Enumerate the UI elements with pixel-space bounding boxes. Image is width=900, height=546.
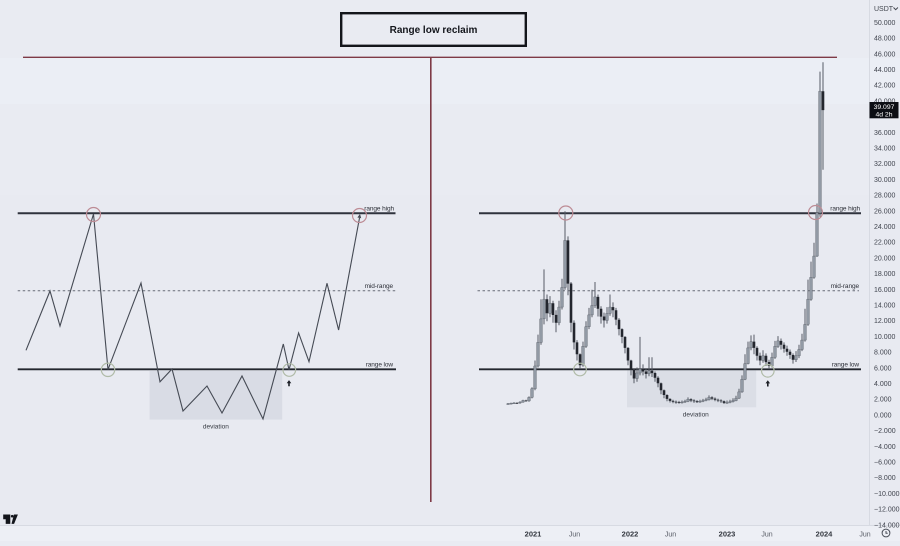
svg-text:28.000: 28.000 bbox=[874, 193, 896, 200]
svg-text:4.000: 4.000 bbox=[874, 381, 892, 388]
svg-text:−14.000: −14.000 bbox=[874, 522, 900, 529]
svg-text:4d 2h: 4d 2h bbox=[875, 112, 892, 119]
svg-text:20.000: 20.000 bbox=[874, 255, 896, 262]
svg-text:2023: 2023 bbox=[719, 529, 736, 538]
svg-text:mid-range: mid-range bbox=[365, 283, 394, 290]
svg-text:USDT: USDT bbox=[874, 6, 894, 13]
svg-text:range low: range low bbox=[832, 361, 860, 368]
svg-text:32.000: 32.000 bbox=[874, 161, 896, 168]
svg-text:40.000: 40.000 bbox=[874, 98, 896, 105]
svg-text:−6.000: −6.000 bbox=[874, 460, 896, 467]
svg-text:range high: range high bbox=[830, 206, 860, 213]
svg-text:10.000: 10.000 bbox=[874, 334, 896, 341]
svg-text:22.000: 22.000 bbox=[874, 240, 896, 247]
svg-text:0.000: 0.000 bbox=[874, 412, 892, 419]
svg-text:42.000: 42.000 bbox=[874, 83, 896, 90]
svg-text:−4.000: −4.000 bbox=[874, 444, 896, 451]
svg-text:2021: 2021 bbox=[525, 529, 542, 538]
svg-text:6.000: 6.000 bbox=[874, 365, 892, 372]
svg-text:Range low reclaim: Range low reclaim bbox=[390, 25, 478, 36]
svg-text:−10.000: −10.000 bbox=[874, 491, 900, 498]
svg-text:12.000: 12.000 bbox=[874, 318, 896, 325]
svg-text:14.000: 14.000 bbox=[874, 303, 896, 310]
svg-text:24.000: 24.000 bbox=[874, 224, 896, 231]
svg-text:range low: range low bbox=[366, 361, 394, 368]
svg-text:48.000: 48.000 bbox=[874, 36, 896, 43]
svg-text:26.000: 26.000 bbox=[874, 208, 896, 215]
svg-text:−8.000: −8.000 bbox=[874, 475, 896, 482]
svg-text:−12.000: −12.000 bbox=[874, 507, 900, 514]
svg-text:34.000: 34.000 bbox=[874, 146, 896, 153]
svg-text:Jun: Jun bbox=[569, 531, 580, 538]
svg-text:50.000: 50.000 bbox=[874, 20, 896, 27]
svg-text:44.000: 44.000 bbox=[874, 67, 896, 74]
svg-text:36.000: 36.000 bbox=[874, 130, 896, 137]
svg-text:Jun: Jun bbox=[761, 531, 772, 538]
svg-text:deviation: deviation bbox=[683, 412, 709, 419]
svg-text:30.000: 30.000 bbox=[874, 177, 896, 184]
svg-text:2.000: 2.000 bbox=[874, 397, 892, 404]
svg-text:deviation: deviation bbox=[203, 424, 229, 431]
svg-text:18.000: 18.000 bbox=[874, 271, 896, 278]
svg-text:range high: range high bbox=[364, 206, 394, 213]
svg-text:2024: 2024 bbox=[816, 529, 834, 538]
svg-text:39.097: 39.097 bbox=[874, 104, 895, 111]
svg-text:46.000: 46.000 bbox=[874, 51, 896, 58]
svg-text:mid-range: mid-range bbox=[831, 283, 860, 290]
svg-text:8.000: 8.000 bbox=[874, 350, 892, 357]
svg-text:−2.000: −2.000 bbox=[874, 428, 896, 435]
svg-text:Jun: Jun bbox=[665, 531, 676, 538]
svg-text:2022: 2022 bbox=[622, 529, 639, 538]
svg-text:Jun: Jun bbox=[859, 531, 870, 538]
svg-text:16.000: 16.000 bbox=[874, 287, 896, 294]
